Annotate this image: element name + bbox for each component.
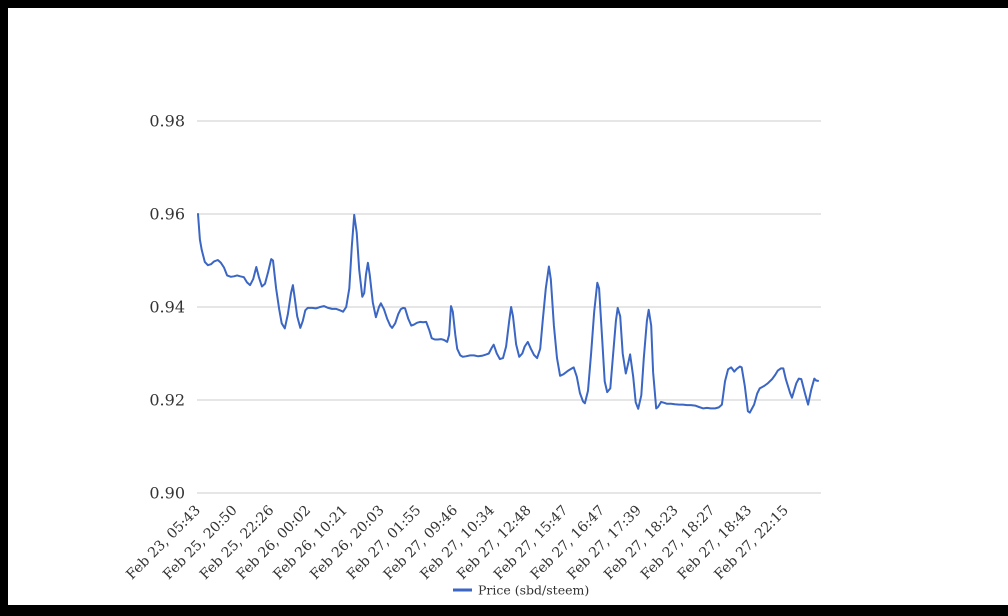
legend-label: Price (sbd/steem) bbox=[478, 583, 589, 598]
price-series-line[interactable] bbox=[197, 213, 819, 414]
y-axis-tick-label: 0.92 bbox=[149, 391, 185, 410]
y-axis-tick-label: 0.98 bbox=[149, 112, 185, 131]
chart-page: 0.90 0.92 0.94 0.96 0.98 Feb 23, 05:43 Feb 25,… bbox=[8, 8, 1008, 605]
y-axis-tick-label: 0.94 bbox=[149, 298, 185, 317]
y-axis-tick-label: 0.96 bbox=[149, 205, 185, 224]
y-axis-tick-label: 0.90 bbox=[149, 484, 185, 503]
